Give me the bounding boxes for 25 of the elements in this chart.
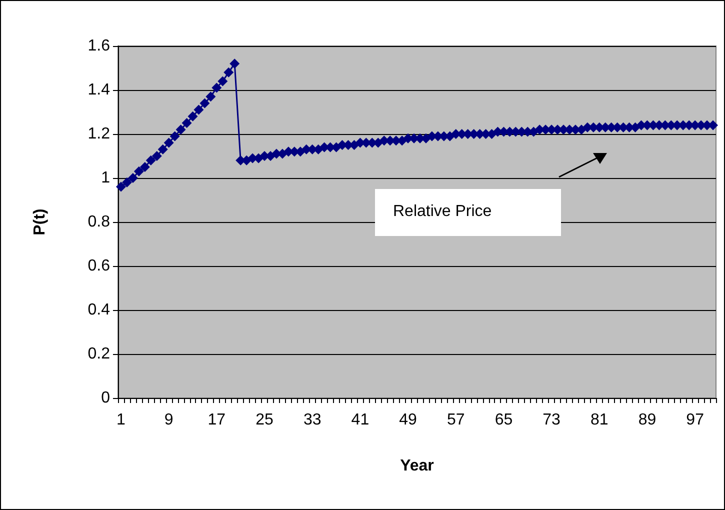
text-box: Relative Price [375,189,561,236]
x-tick-label: 1 [116,412,126,428]
x-tick-label: 25 [256,412,274,428]
y-tick-label: 0 [101,390,110,406]
x-tick-label: 33 [303,412,322,428]
y-tick-label: 0.4 [88,302,110,318]
y-tick-label: 1.2 [88,126,110,142]
y-tick-label: 0.6 [88,258,110,274]
x-tick-label: 65 [494,412,513,428]
y-tick-label: 1.4 [88,82,110,98]
x-tick-label: 9 [164,412,174,428]
x-tick-label: 17 [208,412,226,428]
x-tick-label: 41 [351,412,370,428]
x-tick-label: 49 [399,412,418,428]
x-tick-label: 89 [638,412,656,428]
x-tick-label: 97 [686,412,704,428]
y-tick-label: 1 [101,170,110,186]
y-tick-label: 0.8 [88,214,110,230]
y-tick-label: 1.6 [88,38,110,54]
y-tick-label: 0.2 [88,346,110,362]
x-tick-label: 57 [446,412,465,428]
x-tick-label: 81 [590,412,608,428]
x-tick-label: 73 [542,412,561,428]
x-axis-title: Year [400,458,434,474]
y-axis-title: P(t) [32,208,48,236]
